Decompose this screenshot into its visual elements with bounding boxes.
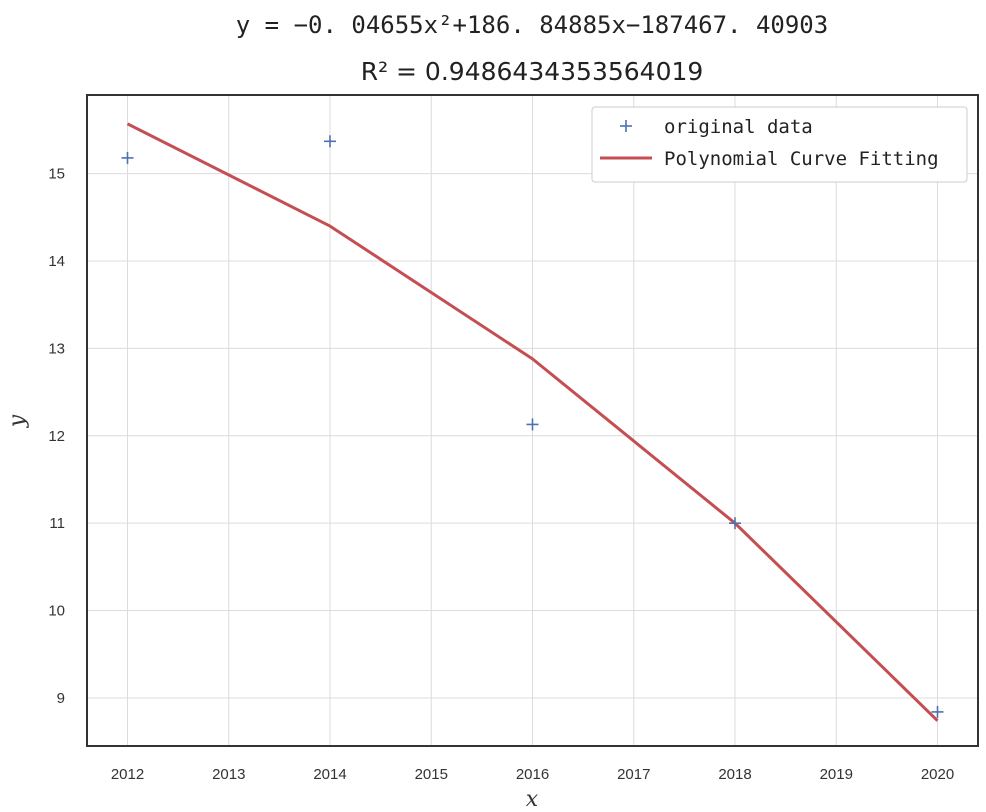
x-tick-label: 2012 (111, 766, 144, 783)
y-tick-label: 11 (49, 515, 65, 532)
legend-marker-original-data (620, 120, 632, 132)
plot-area (121, 122, 944, 722)
axes-frame (86, 94, 979, 747)
data-point-original (931, 705, 944, 718)
chart-title-r-squared: R² = 0.9486434353564019 (361, 57, 704, 86)
x-tick-label: 2017 (617, 766, 650, 783)
legend-label-original-data: original data (664, 116, 813, 138)
x-tick-label: 2014 (313, 766, 346, 783)
x-tick-label: 2020 (921, 766, 954, 783)
series-line-polynomial-fit (126, 122, 939, 722)
x-tick-label: 2019 (820, 766, 853, 783)
data-point-original (729, 517, 741, 530)
x-tick-label: 2018 (718, 766, 751, 783)
data-point-original (121, 151, 134, 164)
y-axis-label: y (5, 414, 30, 428)
y-tick-label: 13 (48, 340, 65, 357)
y-tick-label: 15 (48, 166, 65, 183)
y-tick-label: 9 (57, 690, 65, 707)
y-tick-labels: 9 10 11 12 13 14 15 (48, 166, 65, 707)
x-tick-label: 2013 (212, 766, 245, 783)
y-tick-label: 12 (48, 428, 65, 445)
x-tick-label: 2016 (516, 766, 549, 783)
x-tick-labels: 2012 2013 2014 2015 2016 2017 2018 2019 2020 (111, 766, 954, 783)
x-axis-label: x (526, 787, 539, 812)
legend-label-polynomial-fit: Polynomial Curve Fitting (664, 148, 939, 170)
x-tick-label: 2015 (415, 766, 448, 783)
data-point-original (324, 135, 336, 148)
chart-title-equation: y = −0. 04655x²+186. 84885x−187467. 4090… (236, 11, 828, 39)
legend: original data Polynomial Curve Fitting (591, 106, 968, 183)
data-point-original (526, 418, 539, 431)
y-tick-label: 10 (48, 603, 65, 620)
y-tick-label: 14 (48, 253, 65, 270)
legend-box (591, 106, 968, 183)
